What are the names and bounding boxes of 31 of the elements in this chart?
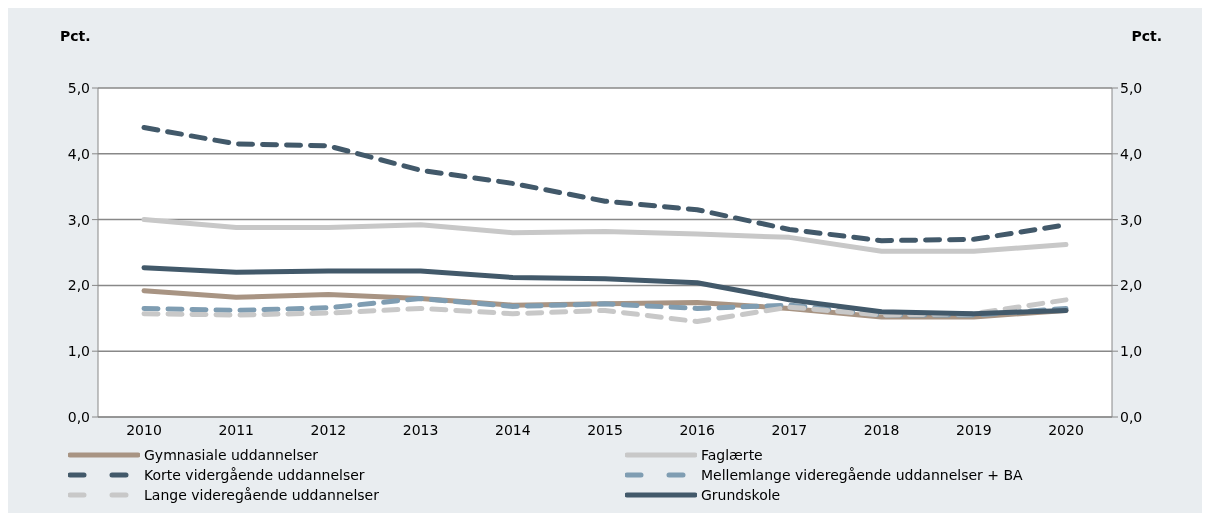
y2-tick-label: 2,0 [1120,277,1143,294]
legend-label: Gymnasiale uddannelser [144,447,319,463]
y-axis-title: Pct. [60,28,91,44]
legend-label: Grundskole [701,487,781,503]
x-tick-label: 2015 [587,421,623,438]
y-tick-label: 5,0 [67,79,90,96]
y-tick-label: 2,0 [67,277,90,294]
legend-label: Faglærte [701,447,763,463]
y-tick-label: 0,0 [67,408,90,425]
x-tick-label: 2010 [126,421,162,438]
y-tick-label: 1,0 [67,343,90,360]
x-tick-label: 2017 [771,421,808,438]
x-tick-label: 2019 [955,421,992,438]
y-tick-label: 3,0 [67,211,90,228]
x-tick-label: 2013 [402,421,439,438]
x-tick-label: 2014 [494,421,531,438]
y2-tick-label: 3,0 [1120,211,1143,228]
y2-tick-label: 0,0 [1120,408,1143,425]
x-tick-label: 2016 [679,421,716,438]
y2-tick-label: 5,0 [1120,79,1143,96]
x-tick-label: 2012 [310,421,347,438]
x-tick-label: 2011 [218,421,255,438]
y2-tick-label: 1,0 [1120,343,1143,360]
x-tick-label: 2018 [863,421,900,438]
legend-label: Lange videregående uddannelser [144,487,379,503]
y-tick-label: 4,0 [67,145,90,162]
y2-tick-label: 4,0 [1120,145,1143,162]
legend-label: Mellemlange videregående uddannelser + BA [701,467,1023,483]
y2-axis-title: Pct. [1131,28,1162,44]
legend-label: Korte vidergående uddannelser [144,467,365,483]
x-tick-label: 2020 [1048,421,1084,438]
